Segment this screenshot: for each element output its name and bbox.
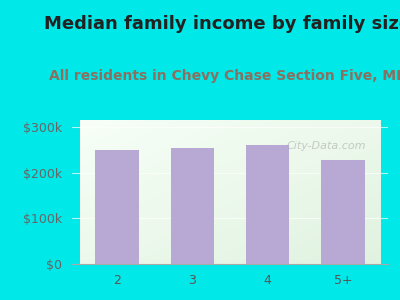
Bar	[321, 160, 365, 264]
Bar	[246, 145, 290, 264]
Text: Median family income by family size: Median family income by family size	[44, 15, 400, 33]
Bar	[95, 150, 139, 264]
Text: City-Data.com: City-Data.com	[287, 141, 366, 151]
Bar	[170, 148, 214, 264]
Text: All residents in Chevy Chase Section Five, MD: All residents in Chevy Chase Section Fiv…	[49, 69, 400, 83]
